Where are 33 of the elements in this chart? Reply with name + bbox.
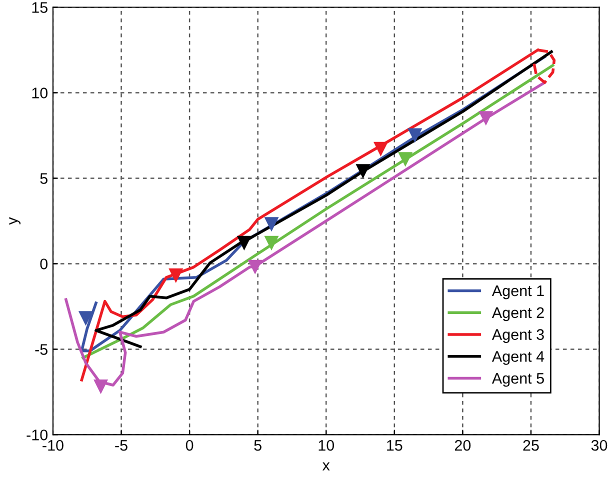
legend-label: Agent 1 xyxy=(492,286,544,300)
point xyxy=(356,164,370,179)
y-tick-label: -5 xyxy=(35,344,48,355)
y-tick-label: 5 xyxy=(40,173,48,184)
x-tick-label: 30 xyxy=(591,440,608,451)
y-tick-label: 15 xyxy=(32,2,48,13)
x-axis-title: x xyxy=(322,462,330,470)
legend-label: Agent 3 xyxy=(492,329,544,343)
point xyxy=(78,311,94,326)
x-tick-label: 10 xyxy=(318,440,334,451)
x-tick-label: 15 xyxy=(387,440,402,451)
x-tick-label: -5 xyxy=(115,440,128,451)
y-tick-label: -10 xyxy=(26,430,48,440)
y-tick-label: 10 xyxy=(32,88,48,98)
y-axis-title: y xyxy=(9,217,20,225)
point xyxy=(168,268,184,283)
point xyxy=(373,142,388,156)
x-tick-label: 20 xyxy=(454,440,471,451)
legend-label: Agent 4 xyxy=(492,351,544,365)
point xyxy=(236,236,252,250)
legend-label: Agent 2 xyxy=(492,307,544,322)
point xyxy=(264,236,279,250)
x-tick-label: 0 xyxy=(186,440,194,451)
point xyxy=(398,152,413,167)
point xyxy=(94,380,108,394)
point xyxy=(248,260,262,274)
legend-label: Agent 5 xyxy=(492,373,544,387)
y-tick-label: 0 xyxy=(40,258,48,270)
point xyxy=(264,217,279,232)
point xyxy=(408,128,422,143)
point xyxy=(478,111,494,126)
x-tick-label: 5 xyxy=(254,440,262,451)
x-tick-label: 25 xyxy=(523,440,539,451)
